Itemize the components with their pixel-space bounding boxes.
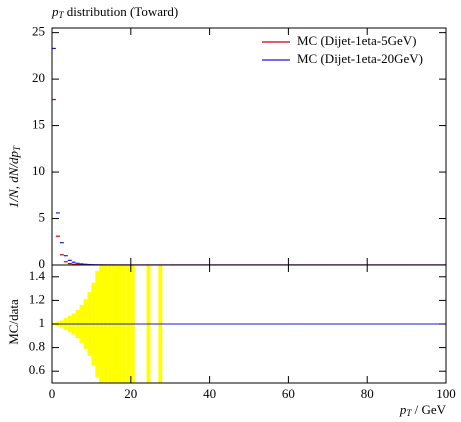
x-tick-label: 60 bbox=[282, 386, 295, 401]
ratio-plot bbox=[52, 265, 446, 383]
uncertainty-band bbox=[146, 265, 151, 383]
uncertainty-band bbox=[158, 265, 163, 383]
y-tick-label: 25 bbox=[32, 24, 45, 39]
uncertainty-band bbox=[118, 265, 123, 383]
ratio-y-tick-label: 1 bbox=[39, 315, 46, 330]
y-tick-label: 5 bbox=[39, 210, 46, 225]
x-tick-label: 40 bbox=[203, 386, 216, 401]
ratio-y-tick-label: 0.8 bbox=[29, 339, 45, 354]
x-tick-label: 100 bbox=[436, 386, 456, 401]
chart-title: pT distribution (Toward) bbox=[51, 4, 178, 20]
x-tick-label: 80 bbox=[361, 386, 374, 401]
y-tick-label: 10 bbox=[32, 163, 45, 178]
uncertainty-band bbox=[107, 265, 112, 383]
x-tick-label: 0 bbox=[49, 386, 56, 401]
ratio-y-tick-label: 1.2 bbox=[29, 291, 45, 306]
ratio-y-axis-label: MC/data bbox=[6, 299, 21, 345]
y-tick-label: 15 bbox=[32, 117, 45, 132]
ratio-y-tick-label: 1.4 bbox=[29, 268, 46, 283]
legend-label: MC (Dijet-1eta-5GeV) bbox=[297, 33, 417, 48]
uncertainty-band bbox=[115, 265, 119, 383]
x-tick-label: 20 bbox=[124, 386, 137, 401]
main-plot bbox=[52, 47, 446, 265]
ratio-y-tick-label: 0.6 bbox=[29, 362, 46, 377]
uncertainty-band bbox=[111, 265, 116, 383]
y-tick-label: 20 bbox=[32, 70, 45, 85]
y-tick-label: 0 bbox=[39, 256, 46, 271]
x-axis-label: pT / GeV bbox=[399, 402, 447, 418]
legend-label: MC (Dijet-1eta-20GeV) bbox=[297, 51, 423, 66]
y-axis-label: 1/N, dN/dpT bbox=[6, 145, 22, 208]
